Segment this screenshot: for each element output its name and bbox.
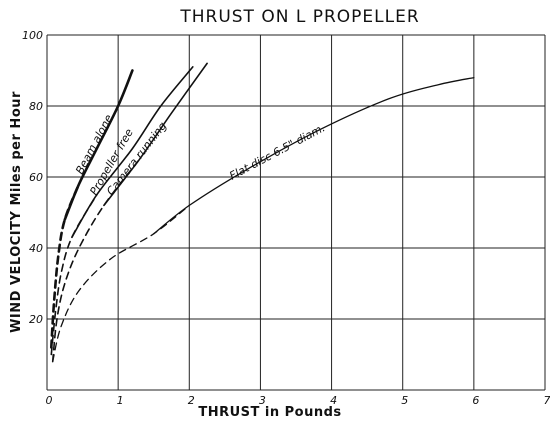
y-tick-label: 60 [29, 171, 43, 184]
y-tick-label: 80 [29, 100, 43, 113]
y-tick-label: 20 [29, 313, 43, 326]
x-axis-title: THRUST in Pounds [198, 405, 341, 420]
x-tick-label: 2 [188, 394, 195, 407]
chart-title: THRUST ON L PROPELLER [179, 7, 419, 27]
x-tick-label: 3 [259, 394, 266, 407]
series-0-solid-segment [63, 69, 134, 221]
x-tick-label: 7 [544, 394, 550, 407]
y-tick-label: 40 [29, 242, 43, 255]
x-tick-labels: 0 1 2 3 4 5 6 7 [46, 394, 550, 407]
x-tick-label: 4 [330, 394, 337, 407]
y-tick-label: 100 [22, 29, 43, 42]
label-flat-disc: Flat disc 6.5" diam. [227, 121, 327, 182]
series-3-solid-segment [153, 76, 475, 235]
grid [46, 34, 546, 391]
data-curves [50, 62, 475, 363]
y-axis-title: WIND VELOCITY Miles per Hour [9, 91, 24, 333]
x-tick-label: 5 [401, 394, 408, 407]
x-tick-label: 6 [472, 394, 479, 407]
series-2-solid-segment [103, 62, 208, 207]
series-1-solid-segment [71, 66, 194, 239]
series-0-dashed-segment [50, 182, 81, 349]
series-1-dashed-segment [50, 193, 98, 356]
x-tick-label: 0 [46, 394, 53, 407]
y-tick-labels: 20 40 60 80 100 [22, 29, 43, 326]
x-tick-label: 1 [117, 394, 124, 407]
series-3-dashed-segment [52, 204, 190, 363]
